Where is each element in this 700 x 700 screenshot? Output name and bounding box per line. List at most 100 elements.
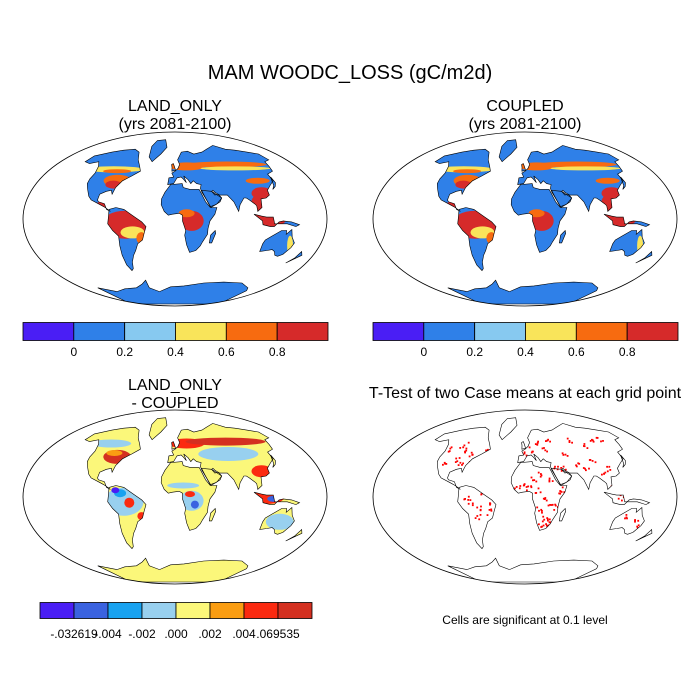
colorbar-tick-label: 0.4 [517, 345, 534, 359]
significant-cell [577, 462, 580, 465]
significant-cell [551, 480, 554, 482]
significant-cell [537, 440, 539, 443]
coast-newzealand [635, 250, 653, 264]
significant-cell [543, 518, 546, 521]
significant-cell [549, 521, 551, 524]
coast-greenland [498, 417, 518, 441]
colorbar-swatch [225, 322, 278, 341]
coast-japan [270, 176, 276, 190]
significant-cell [463, 444, 466, 447]
land-greenland [499, 417, 517, 440]
land-europe-asia [517, 145, 624, 212]
significant-cell [562, 454, 565, 456]
significant-cell [448, 450, 451, 452]
land-australia [609, 507, 645, 535]
colorbar-tick-label: .002 [198, 627, 222, 641]
significant-cell [532, 450, 534, 453]
map-border [22, 409, 328, 585]
significant-cell [591, 438, 593, 441]
coast-africa [510, 183, 568, 253]
colorbar-tick-label: 0.2 [116, 345, 133, 359]
significant-cell [547, 504, 550, 507]
significant-cell [545, 523, 547, 525]
significant-cell [544, 449, 547, 452]
significant-cell [464, 498, 466, 500]
map-coupled [372, 131, 678, 307]
colorbar-swatch [474, 322, 526, 341]
coast-britain [521, 163, 526, 172]
significant-cell [542, 515, 545, 518]
significant-cell [543, 447, 545, 449]
significant-cell [470, 451, 473, 454]
coast-indonesia [603, 213, 651, 227]
significant-cell [471, 454, 474, 456]
significant-cell [554, 504, 557, 507]
diff-australia [265, 513, 294, 530]
significant-cell [461, 464, 463, 466]
land-south-america [457, 485, 496, 549]
significant-cell [541, 525, 543, 528]
significant-cell [537, 471, 540, 474]
colorbar-tick-label: 0.4 [167, 345, 184, 359]
colorbar-tick-label: 0 [70, 345, 77, 359]
significant-cell [540, 508, 543, 511]
land-greenland [149, 139, 167, 162]
significant-cell [445, 463, 448, 465]
significant-cell [467, 502, 470, 505]
significant-cell [545, 524, 548, 527]
coast-arabia [550, 467, 573, 485]
significant-cell [539, 475, 542, 478]
colorbar-tick-label: 0.6 [568, 345, 585, 359]
significant-cell [459, 461, 462, 464]
significant-cell [578, 462, 581, 465]
coastlines [84, 417, 303, 583]
significant-cell [536, 442, 539, 444]
coast-south-america [457, 485, 497, 550]
significant-cell [549, 440, 551, 443]
significant-cell [591, 460, 594, 462]
significant-cell [487, 448, 489, 451]
significant-cell [559, 492, 562, 495]
coast-madagascar [208, 507, 217, 522]
land-antarctica [97, 558, 248, 582]
significant-cell [479, 514, 482, 516]
significant-cell [625, 514, 628, 516]
significant-cell [467, 495, 470, 498]
coast-europe-asia [517, 423, 624, 491]
coast-japan [620, 454, 626, 468]
significant-cell [588, 467, 590, 470]
map-difference [22, 409, 328, 585]
significance-footnote: Cells are significant at 0.1 level [442, 613, 608, 627]
coast-britain [521, 441, 526, 450]
land-arabia [201, 190, 222, 207]
siberia-band [186, 161, 267, 168]
significant-cell [564, 468, 567, 471]
coast-greenland [148, 139, 168, 163]
coast-japan [620, 176, 626, 190]
significant-cell [554, 503, 557, 506]
coastlines [434, 139, 653, 305]
coast-north-america [434, 148, 491, 212]
significant-cell [585, 469, 587, 472]
coastlines [84, 139, 303, 305]
diff-asia-blue [198, 447, 259, 461]
significant-cell [547, 519, 549, 522]
significant-cell [459, 447, 462, 449]
land-africa [511, 461, 567, 531]
significant-cell [523, 451, 526, 454]
panel-4-title: T-Test of two Case means at each grid po… [368, 385, 682, 402]
colorbar-tick-label: .069535 [256, 627, 300, 641]
colorbar-swatch [525, 322, 577, 341]
diff-siberia [185, 437, 266, 446]
significant-cell [455, 457, 458, 460]
significant-cell [545, 499, 548, 502]
significant-cell [467, 499, 470, 501]
significant-cell [471, 502, 474, 505]
significant-cell [556, 468, 559, 471]
colorbar-tick-label: -.032619 [50, 627, 98, 641]
significant-cell [568, 440, 571, 442]
map-border [372, 409, 678, 585]
panel-2-title-line2: (yrs 2081-2100) [468, 116, 582, 133]
significant-cell [533, 479, 536, 481]
coast-antarctica [447, 279, 599, 305]
